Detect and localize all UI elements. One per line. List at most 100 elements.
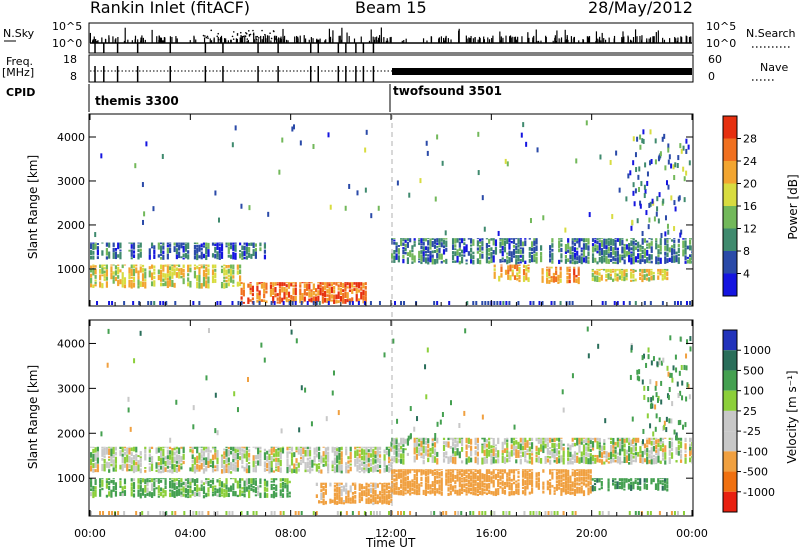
power-cell bbox=[632, 279, 635, 282]
power-cell bbox=[128, 249, 131, 252]
scatter-cell bbox=[643, 301, 646, 305]
velocity-cell bbox=[248, 485, 251, 490]
scatter-cell bbox=[174, 511, 177, 515]
velocity-cell bbox=[227, 457, 230, 463]
power-cell bbox=[618, 268, 621, 275]
power-cell bbox=[555, 266, 558, 269]
power-cell bbox=[263, 243, 267, 249]
scatter-cell bbox=[639, 203, 642, 209]
velocity-cell bbox=[263, 448, 267, 452]
power-cell bbox=[560, 238, 563, 240]
scatter-cell bbox=[646, 180, 649, 186]
velocity-cell bbox=[664, 452, 667, 460]
power-cell bbox=[569, 254, 572, 260]
power-cell bbox=[577, 266, 580, 268]
velocity-cell bbox=[331, 469, 334, 472]
velocity-cell bbox=[576, 469, 579, 472]
scatter-cell bbox=[676, 381, 679, 387]
power-cell bbox=[218, 242, 221, 244]
velocity-cell bbox=[497, 437, 500, 445]
power-cell bbox=[254, 247, 257, 252]
velocity-cell bbox=[431, 481, 434, 488]
scatter-cell bbox=[604, 418, 607, 424]
scatter-cell bbox=[396, 180, 399, 186]
power-cell bbox=[324, 282, 327, 285]
scatter-cell bbox=[493, 511, 496, 515]
power-cell bbox=[153, 268, 156, 272]
velocity-cell bbox=[490, 471, 493, 476]
scatter-cell bbox=[634, 188, 637, 194]
power-cell bbox=[666, 252, 669, 258]
velocity-cell bbox=[286, 451, 289, 459]
velocity-cell bbox=[677, 450, 680, 456]
scatter-cell bbox=[364, 187, 367, 193]
power-cell bbox=[182, 257, 185, 260]
scatter-cell bbox=[654, 159, 657, 165]
velocity-cell bbox=[157, 468, 160, 474]
power-cell bbox=[515, 238, 518, 240]
velocity-cell bbox=[483, 491, 486, 494]
velocity-cell bbox=[220, 463, 224, 468]
velocity-cell bbox=[162, 494, 165, 498]
velocity-cell bbox=[347, 464, 350, 469]
power-cell bbox=[530, 247, 534, 251]
power-cell bbox=[541, 268, 544, 275]
power-cell bbox=[159, 282, 163, 287]
velocity-cell bbox=[236, 449, 239, 453]
velocity-cell bbox=[121, 463, 124, 472]
power-cell bbox=[528, 238, 531, 240]
power-cell bbox=[263, 282, 266, 289]
velocity-cell bbox=[411, 469, 414, 471]
scatter-cell bbox=[312, 511, 315, 515]
scatter-cell bbox=[234, 125, 237, 131]
scatter-cell bbox=[685, 170, 688, 176]
velocity-cell bbox=[553, 460, 556, 463]
velocity-cell bbox=[259, 485, 262, 488]
scatter-cell bbox=[290, 329, 293, 335]
power-cell bbox=[515, 259, 518, 265]
power-cell bbox=[661, 274, 664, 278]
power-cell bbox=[463, 238, 466, 242]
power-cell bbox=[223, 264, 226, 267]
scatter-cell bbox=[270, 301, 273, 305]
velocity-cell bbox=[241, 459, 244, 465]
power-cell bbox=[560, 259, 563, 263]
velocity-cell bbox=[196, 463, 199, 470]
scatter-cell bbox=[252, 301, 255, 305]
velocity-cell bbox=[630, 484, 633, 491]
velocity-cell bbox=[153, 488, 156, 497]
power-cell bbox=[429, 238, 432, 246]
power-cell bbox=[663, 268, 667, 270]
power-cell bbox=[527, 264, 530, 267]
scatter-cell bbox=[630, 225, 633, 231]
velocity-cell bbox=[679, 441, 683, 449]
velocity-cell bbox=[297, 448, 300, 455]
velocity-cell bbox=[418, 443, 421, 447]
velocity-cell bbox=[587, 473, 590, 480]
velocity-cell bbox=[474, 472, 477, 480]
power-cell bbox=[153, 265, 156, 269]
velocity-cell bbox=[661, 437, 665, 441]
velocity-cell bbox=[295, 446, 298, 450]
power-cell bbox=[506, 238, 509, 244]
scatter-cell bbox=[279, 511, 282, 515]
velocity-cell bbox=[512, 481, 516, 485]
velocity-cell bbox=[123, 478, 127, 485]
power-cell bbox=[576, 260, 579, 264]
power-cell bbox=[686, 259, 689, 264]
power-cell bbox=[596, 238, 599, 240]
power-cell bbox=[673, 239, 676, 243]
velocity-cell bbox=[159, 458, 163, 465]
power-cell bbox=[648, 254, 651, 261]
velocity-cell bbox=[137, 455, 140, 458]
velocity-cell bbox=[442, 437, 446, 441]
scatter-cell bbox=[345, 511, 348, 515]
scatter-cell bbox=[523, 511, 526, 515]
velocity-cell bbox=[369, 453, 373, 458]
power-cell bbox=[196, 242, 199, 245]
velocity-cell bbox=[214, 469, 217, 472]
power-cell bbox=[522, 264, 526, 266]
power-cell bbox=[353, 288, 356, 291]
velocity-cell bbox=[551, 471, 554, 480]
velocity-cell bbox=[573, 477, 577, 483]
